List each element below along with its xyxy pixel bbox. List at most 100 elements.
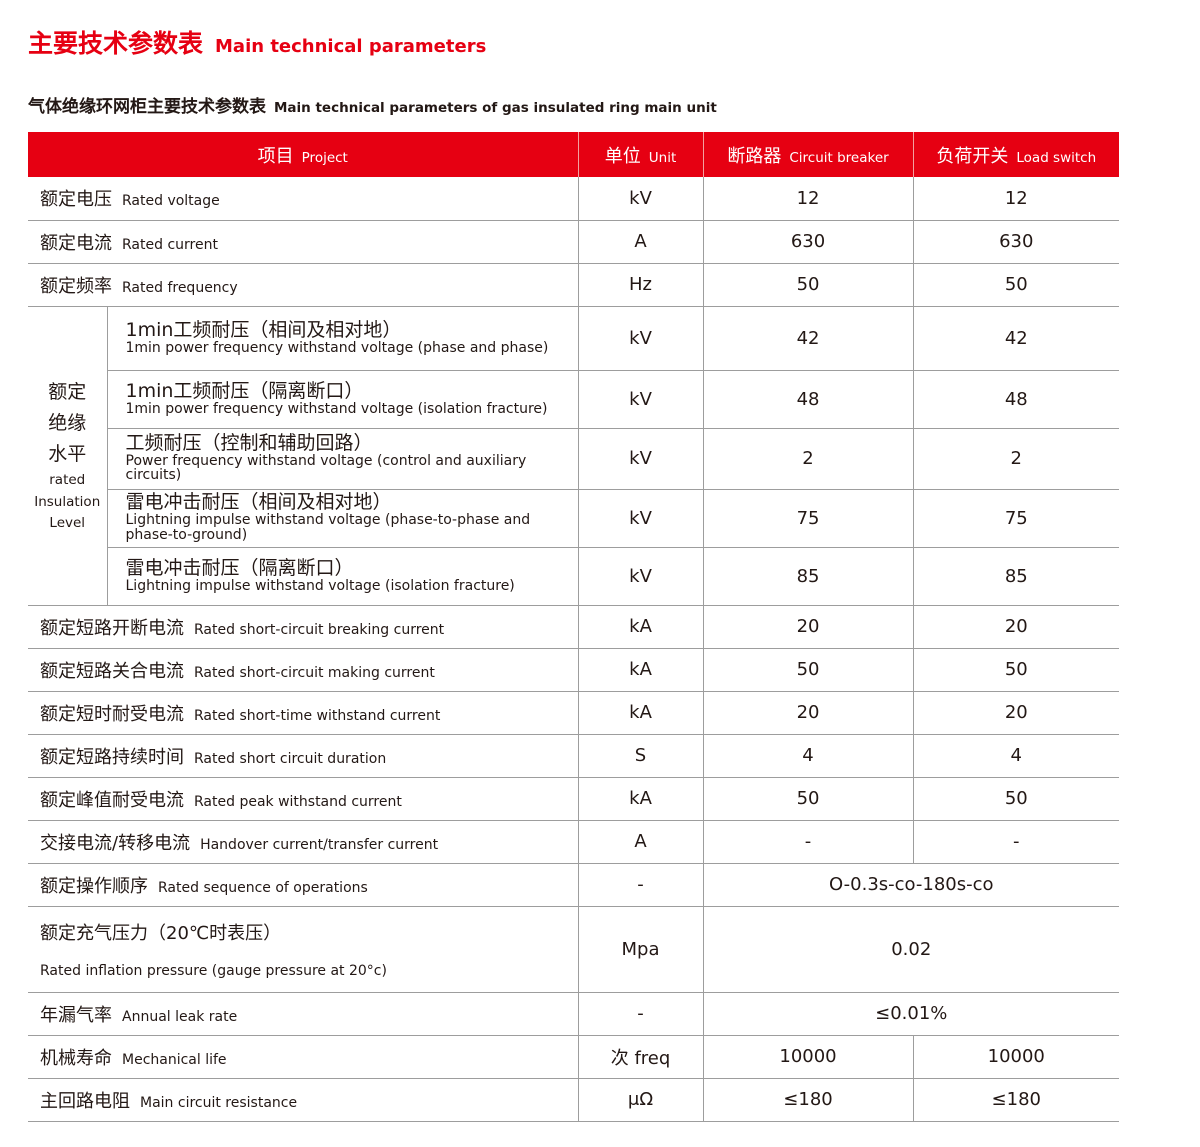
table-row: 年漏气率 Annual leak rate - ≤0.01% bbox=[28, 992, 1120, 1036]
parameter-name-en: Rated short circuit duration bbox=[194, 750, 387, 767]
parameter-name-cn: 1min工频耐压（隔离断口） bbox=[125, 379, 364, 402]
table-row: 工频耐压（控制和辅助回路） Power frequency withstand v… bbox=[28, 428, 1120, 490]
parameter-name-cn: 1min工频耐压（相间及相对地） bbox=[125, 318, 402, 341]
unit-cell: kV bbox=[577, 370, 704, 429]
parameter-name-en: Rated short-time withstand current bbox=[194, 707, 441, 724]
unit-cell: kV bbox=[577, 547, 704, 606]
circuit-breaker-value: 2 bbox=[702, 428, 914, 490]
table-row: 额定操作顺序 Rated sequence of operations - O-0.3… bbox=[28, 863, 1120, 907]
group-label-en: Insulation bbox=[34, 493, 101, 510]
circuit-breaker-value: 20 bbox=[702, 691, 914, 735]
unit-cell: 次 freq bbox=[577, 1035, 704, 1079]
unit-cell: A bbox=[577, 220, 704, 264]
table-row: 交接电流/转移电流 Handover current/transfer curre… bbox=[28, 820, 1120, 864]
subtitle-en: Main technical parameters of gas insulat… bbox=[274, 100, 717, 116]
parameter-label: 额定充气压力（20℃时表压） Rated inflation pressure (… bbox=[28, 906, 579, 993]
parameter-name-en: Annual leak rate bbox=[122, 1008, 238, 1025]
unit-cell: A bbox=[577, 820, 704, 864]
unit-cell: - bbox=[577, 863, 704, 907]
header-load-switch: 负荷开关 Load switch bbox=[912, 132, 1120, 177]
load-switch-value: 2 bbox=[912, 428, 1120, 490]
parameter-name-en: Rated sequence of operations bbox=[158, 879, 368, 896]
parameter-label: 额定短时耐受电流 Rated short-time withstand curre… bbox=[28, 691, 579, 735]
header-unit: 单位 Unit bbox=[577, 132, 704, 177]
load-switch-value: 12 bbox=[912, 177, 1120, 221]
unit-cell: - bbox=[577, 992, 704, 1036]
parameter-name-cn: 年漏气率 bbox=[40, 1004, 112, 1026]
parameter-name-en: 1min power frequency withstand voltage (… bbox=[125, 339, 549, 356]
table-row: 额定 绝缘 水平 rated Insulation Level 1min工频耐压（相间及相对… bbox=[28, 306, 1120, 606]
parameter-label: 额定短路开断电流 Rated short-circuit breaking cur… bbox=[28, 605, 579, 649]
table-row: 额定电压 Rated voltage kV 12 12 bbox=[28, 177, 1120, 221]
parameter-name-cn: 额定电流 bbox=[40, 232, 112, 254]
parameter-label: 交接电流/转移电流 Handover current/transfer curre… bbox=[28, 820, 579, 864]
group-label-en: Level bbox=[49, 515, 86, 532]
parameter-name-en: Handover current/transfer current bbox=[200, 836, 439, 853]
circuit-breaker-value: 10000 bbox=[702, 1035, 914, 1079]
table-row: 1min工频耐压（隔离断口） 1min power frequency withs… bbox=[28, 370, 1120, 429]
parameters-table: 项目 Project 单位 Unit 断路器 Circuit breaker 负荷开关… bbox=[28, 132, 1120, 1122]
parameter-label: 雷电冲击耐压（相间及相对地） Lightning impulse withstan… bbox=[106, 489, 579, 548]
unit-cell: μΩ bbox=[577, 1078, 704, 1122]
page-title: 主要技术参数表 Main technical parameters bbox=[28, 24, 486, 60]
parameter-name-en: Rated inflation pressure (gauge pressure… bbox=[40, 963, 387, 979]
unit-cell: Mpa bbox=[577, 906, 704, 993]
unit-cell: kV bbox=[577, 428, 704, 490]
parameter-name-cn: 额定短路持续时间 bbox=[40, 746, 184, 768]
header-cn: 项目 bbox=[257, 145, 294, 167]
subtitle-cn: 气体绝缘环网柜主要技术参数表 bbox=[28, 97, 266, 117]
circuit-breaker-value: 42 bbox=[702, 306, 914, 371]
parameter-name-cn: 雷电冲击耐压（隔离断口） bbox=[125, 556, 354, 579]
parameter-name-cn: 额定短时耐受电流 bbox=[40, 703, 184, 725]
unit-cell: kV bbox=[577, 306, 704, 371]
parameter-label: 额定操作顺序 Rated sequence of operations bbox=[28, 863, 579, 907]
parameter-label: 额定短路关合电流 Rated short-circuit making curre… bbox=[28, 648, 579, 692]
parameter-name-cn: 额定充气压力（20℃时表压） bbox=[40, 923, 282, 944]
parameter-label: 额定电压 Rated voltage bbox=[28, 177, 579, 221]
parameter-label: 工频耐压（控制和辅助回路） Power frequency withstand v… bbox=[106, 428, 579, 490]
table-row: 额定电流 Rated current A 630 630 bbox=[28, 220, 1120, 264]
parameter-name-cn: 交接电流/转移电流 bbox=[40, 832, 191, 854]
load-switch-value: 10000 bbox=[912, 1035, 1120, 1079]
header-cn: 负荷开关 bbox=[936, 145, 1009, 167]
parameter-label: 额定频率 Rated frequency bbox=[28, 263, 579, 307]
parameter-name-cn: 额定短路开断电流 bbox=[40, 617, 184, 639]
parameter-name-cn: 额定电压 bbox=[40, 189, 112, 211]
header-cn: 单位 bbox=[604, 145, 641, 167]
load-switch-value: ≤180 bbox=[912, 1078, 1120, 1122]
parameter-label: 额定电流 Rated current bbox=[28, 220, 579, 264]
table-row: 额定短路开断电流 Rated short-circuit breaking cur… bbox=[28, 605, 1120, 649]
merged-value-cell: ≤0.01% bbox=[702, 992, 1120, 1036]
header-project: 项目 Project bbox=[28, 132, 579, 177]
table-row: 额定充气压力（20℃时表压） Rated inflation pressure (… bbox=[28, 906, 1120, 993]
parameter-name-en: Rated peak withstand current bbox=[194, 793, 402, 810]
parameter-label: 1min工频耐压（相间及相对地） 1min power frequency wit… bbox=[106, 306, 579, 371]
circuit-breaker-value: 20 bbox=[702, 605, 914, 649]
table-title: 气体绝缘环网柜主要技术参数表 Main technical parameters … bbox=[28, 92, 717, 117]
parameter-label: 主回路电阻 Main circuit resistance bbox=[28, 1078, 579, 1122]
load-switch-value: 50 bbox=[912, 777, 1120, 821]
parameter-name-en: Lightning impulse withstand voltage (iso… bbox=[125, 577, 515, 594]
group-label-cn: 水平 bbox=[48, 442, 87, 465]
header-circuit-breaker: 断路器 Circuit breaker bbox=[702, 132, 914, 177]
circuit-breaker-value: 48 bbox=[702, 370, 914, 429]
load-switch-value: 42 bbox=[912, 306, 1120, 371]
header-cn: 断路器 bbox=[727, 145, 782, 167]
group-label-cn: 绝缘 bbox=[48, 411, 87, 434]
load-switch-value: 50 bbox=[912, 263, 1120, 307]
merged-value-cell: O-0.3s-co-180s-co bbox=[702, 863, 1120, 907]
load-switch-value: 50 bbox=[912, 648, 1120, 692]
parameter-label: 雷电冲击耐压（隔离断口） Lightning impulse withstand … bbox=[106, 547, 579, 606]
unit-cell: Hz bbox=[577, 263, 704, 307]
circuit-breaker-value: 85 bbox=[702, 547, 914, 606]
merged-value-cell: 0.02 bbox=[702, 906, 1120, 993]
parameter-name-cn: 雷电冲击耐压（相间及相对地） bbox=[125, 491, 392, 514]
unit-cell: kA bbox=[577, 691, 704, 735]
circuit-breaker-value: 75 bbox=[702, 489, 914, 548]
table-row: 额定短路关合电流 Rated short-circuit making curre… bbox=[28, 648, 1120, 692]
header-en: Load switch bbox=[1016, 149, 1097, 166]
table-row: 额定频率 Rated frequency Hz 50 50 bbox=[28, 263, 1120, 307]
parameter-label: 1min工频耐压（隔离断口） 1min power frequency withs… bbox=[106, 370, 579, 429]
parameter-label: 额定短路持续时间 Rated short circuit duration bbox=[28, 734, 579, 778]
unit-cell: kA bbox=[577, 777, 704, 821]
